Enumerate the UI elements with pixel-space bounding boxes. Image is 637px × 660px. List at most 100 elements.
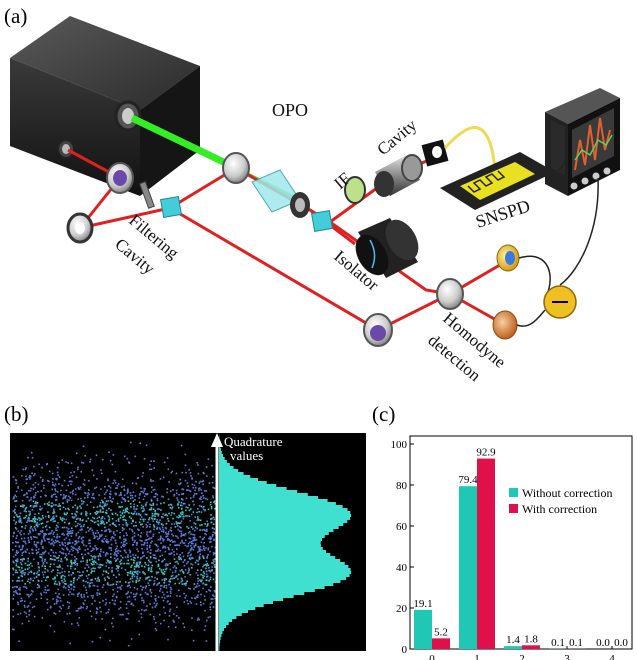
scatter-point [70, 535, 73, 537]
scatter-point [170, 539, 173, 542]
scatter-point [177, 537, 179, 539]
scatter-point [24, 550, 27, 552]
scatter-point [84, 586, 87, 589]
scatter-point [94, 561, 97, 563]
scatter-point [83, 479, 86, 481]
scatter-point [25, 542, 27, 545]
scatter-point [114, 603, 116, 606]
scatter-point [27, 519, 29, 522]
scatter-point [24, 540, 26, 543]
scatter-point [114, 487, 117, 489]
scatter-point [201, 501, 204, 503]
scatter-point [73, 547, 75, 549]
scatter-point [171, 577, 174, 580]
scatter-point [12, 573, 15, 576]
scatter-point [157, 513, 160, 515]
scatter-point [59, 516, 62, 519]
scatter-point [65, 553, 67, 555]
scatter-point [135, 512, 138, 515]
scatter-point [129, 570, 132, 573]
scatter-point [166, 457, 169, 459]
scatter-point [162, 599, 165, 602]
scatter-point [31, 509, 34, 511]
scatter-point [12, 580, 14, 582]
scatter-point [55, 592, 57, 594]
scatter-point [134, 554, 137, 557]
scatter-point [212, 496, 214, 499]
scatter-point [20, 575, 22, 577]
scatter-point [200, 569, 203, 571]
scatter-point [147, 569, 150, 572]
scatter-point [14, 494, 16, 497]
scatter-point [193, 484, 196, 487]
scatter-point [141, 523, 143, 525]
scatter-point [213, 501, 215, 504]
scatter-point [92, 547, 94, 550]
scatter-point [157, 545, 159, 548]
scatter-point [80, 575, 82, 577]
scatter-point [197, 617, 200, 619]
scatter-point [211, 517, 213, 520]
scatter-point [28, 614, 31, 616]
scatter-point [37, 563, 40, 566]
scatter-point [90, 595, 93, 597]
scatter-point [31, 472, 33, 474]
scatter-point [37, 566, 40, 568]
scatter-point [154, 595, 157, 597]
scatter-point [106, 489, 108, 492]
scatter-point [23, 611, 26, 613]
scatter-point [133, 503, 135, 506]
scatter-point [155, 520, 158, 523]
scatter-point [28, 474, 31, 477]
scatter-point [125, 539, 127, 542]
scatter-point [147, 559, 150, 561]
scatter-point [144, 513, 147, 516]
scatter-point [55, 515, 58, 517]
scatter-point [140, 507, 143, 509]
scatter-point [106, 559, 109, 561]
scatter-point [97, 524, 100, 527]
scatter-point [20, 505, 22, 507]
scatter-point [119, 580, 121, 583]
scatter-point [77, 517, 79, 520]
scatter-point [107, 567, 110, 569]
scatter-point [199, 519, 202, 522]
scatter-point [66, 559, 68, 561]
scatter-point [131, 537, 134, 540]
scatter-point [34, 513, 36, 515]
bar-value-label: 1.8 [524, 633, 538, 645]
scatter-point [45, 591, 47, 594]
scatter-point [99, 606, 101, 609]
scatter-point [166, 488, 168, 490]
scatter-point [24, 507, 27, 510]
scatter-point [46, 562, 48, 564]
scatter-point [202, 508, 205, 511]
scatter-point [130, 522, 133, 525]
bar-value-label: 0.0 [614, 637, 628, 649]
scatter-point [176, 595, 178, 597]
scatter-point [89, 610, 92, 612]
scatter-point [85, 511, 87, 513]
scatter-point [162, 547, 164, 549]
scatter-point [130, 591, 132, 594]
scatter-point [56, 583, 58, 586]
scatter-point [120, 546, 123, 548]
scatter-point [18, 588, 20, 590]
scatter-point [174, 526, 177, 528]
scatter-point [62, 496, 65, 499]
scatter-point [122, 544, 124, 547]
scatter-point [17, 603, 19, 606]
scatter-point [213, 518, 216, 521]
scatter-point [116, 530, 118, 532]
scatter-point [68, 574, 70, 577]
scatter-point [33, 515, 36, 518]
scatter-point [82, 602, 85, 604]
scatter-point [34, 502, 36, 505]
scatter-point [100, 469, 102, 471]
scatter-point [50, 539, 53, 541]
scatter-point [153, 602, 156, 605]
scatter-point [205, 547, 207, 549]
scatter-point [204, 523, 206, 525]
scatter-point [67, 589, 70, 591]
